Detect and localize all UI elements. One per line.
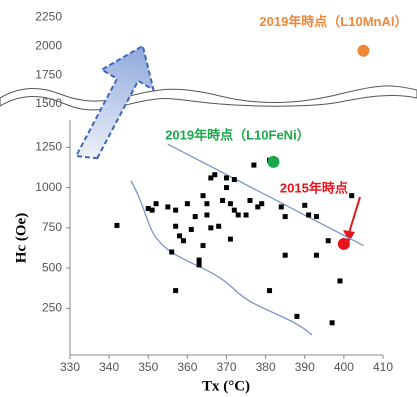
point <box>349 193 355 199</box>
point <box>227 201 233 207</box>
axis-break <box>0 85 417 111</box>
point <box>204 212 210 218</box>
y-axis-label: Hc (Oe) <box>13 213 29 263</box>
point <box>184 201 190 207</box>
y-tick-label: 1500 <box>35 96 62 110</box>
y-tick-label: 2250 <box>35 9 62 23</box>
point <box>169 249 175 255</box>
point <box>165 204 171 210</box>
point <box>220 197 226 203</box>
x-tick-label: 330 <box>60 360 80 374</box>
y-tick-label: 500 <box>42 260 62 274</box>
point <box>224 185 229 191</box>
x-tick-label: 340 <box>99 360 119 374</box>
point <box>145 206 151 212</box>
upper-guide <box>167 143 364 247</box>
highlight-point <box>267 155 280 168</box>
point <box>231 177 237 183</box>
y-tick-label: 2000 <box>35 38 62 52</box>
x-tick-label: 410 <box>373 360 393 374</box>
point <box>255 204 261 210</box>
highlight-point <box>337 237 350 250</box>
point <box>313 252 319 258</box>
x-axis-label: Tx (°C) <box>202 378 250 394</box>
y-tick-label: 750 <box>42 220 62 234</box>
point <box>196 257 202 263</box>
point <box>173 223 179 229</box>
point <box>192 214 198 220</box>
point <box>200 193 206 199</box>
point <box>188 226 194 232</box>
y-tick-label: 250 <box>42 300 62 314</box>
red-arrow-head <box>343 230 355 242</box>
point <box>204 201 210 207</box>
point <box>302 202 308 208</box>
point <box>329 320 335 326</box>
point <box>306 212 312 218</box>
x-tick-label: 360 <box>177 360 197 374</box>
point <box>149 207 155 213</box>
point <box>231 207 237 213</box>
point <box>235 212 241 218</box>
x-tick-label: 390 <box>295 360 315 374</box>
point <box>294 313 300 319</box>
y-tick-label: 1000 <box>35 180 62 194</box>
point <box>173 288 179 294</box>
point <box>282 252 288 258</box>
point <box>337 278 343 284</box>
point <box>224 175 229 181</box>
point <box>325 238 331 244</box>
point <box>173 207 179 213</box>
point <box>212 172 218 178</box>
point <box>243 212 249 218</box>
point <box>208 225 214 231</box>
point <box>177 233 183 239</box>
layout <box>0 44 417 356</box>
point <box>180 238 186 244</box>
point <box>153 201 159 207</box>
point <box>278 204 284 210</box>
highlight-point <box>357 44 370 57</box>
trend-arrow <box>74 44 155 160</box>
point <box>282 214 288 220</box>
red-arrow <box>348 196 361 234</box>
point <box>200 243 206 249</box>
annotation: 2019年時点（L10FeNi） <box>165 127 310 142</box>
x-tick-label: 380 <box>256 360 276 374</box>
point <box>259 201 265 207</box>
point <box>247 197 253 203</box>
point <box>227 236 233 242</box>
point <box>114 222 120 228</box>
annotation: 2019年時点（L10MnAl） <box>259 14 407 29</box>
annotation: 2015年時点 <box>280 180 348 195</box>
point <box>251 162 257 168</box>
point <box>313 214 319 220</box>
point <box>216 223 222 229</box>
x-tick-label: 350 <box>138 360 158 374</box>
y-tick-label: 1750 <box>35 67 62 81</box>
point <box>208 175 214 181</box>
point <box>196 262 202 268</box>
point <box>267 288 273 294</box>
x-tick-label: 370 <box>216 360 236 374</box>
y-tick-label: 1250 <box>35 140 62 154</box>
x-tick-label: 400 <box>334 360 354 374</box>
